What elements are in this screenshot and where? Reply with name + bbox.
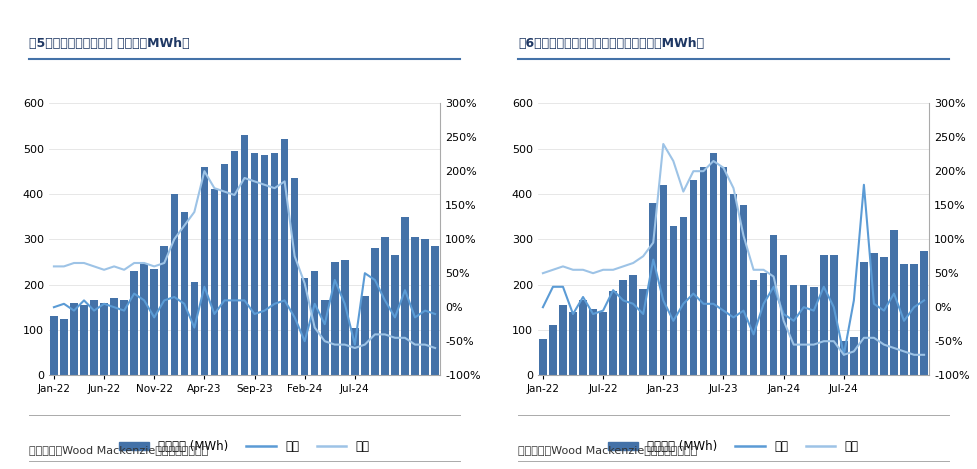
Bar bbox=[80, 305, 88, 375]
Bar bbox=[411, 237, 418, 375]
Bar bbox=[50, 316, 58, 375]
Bar bbox=[559, 305, 566, 375]
Bar bbox=[910, 264, 916, 375]
Bar bbox=[538, 339, 546, 375]
Bar bbox=[320, 301, 328, 375]
Bar bbox=[90, 301, 98, 375]
Bar bbox=[421, 239, 428, 375]
Bar bbox=[789, 285, 796, 375]
Bar bbox=[819, 255, 827, 375]
Bar bbox=[280, 139, 288, 375]
Bar bbox=[629, 275, 636, 375]
Bar bbox=[70, 303, 77, 375]
Bar bbox=[599, 312, 607, 375]
Bar bbox=[618, 280, 626, 375]
Bar bbox=[391, 255, 399, 375]
Bar bbox=[549, 325, 556, 375]
Bar bbox=[120, 301, 128, 375]
Bar bbox=[181, 212, 188, 375]
Bar bbox=[879, 257, 887, 375]
Bar bbox=[759, 273, 767, 375]
Text: 数据来源：Wood Mackenzie，东吴证券研究所: 数据来源：Wood Mackenzie，东吴证券研究所 bbox=[518, 445, 697, 454]
Bar bbox=[271, 153, 278, 375]
Bar bbox=[401, 217, 408, 375]
Bar bbox=[361, 296, 368, 375]
Bar bbox=[578, 301, 586, 375]
Bar bbox=[191, 282, 198, 375]
Legend: 新增容量 (MWh), 环比, 同比: 新增容量 (MWh), 环比, 同比 bbox=[603, 436, 863, 458]
Bar bbox=[351, 328, 359, 375]
Bar bbox=[311, 271, 319, 375]
Bar bbox=[240, 135, 248, 375]
Text: 图5：德国储能月度新增 （单位：MWh）: 图5：德国储能月度新增 （单位：MWh） bbox=[29, 37, 190, 50]
Bar bbox=[101, 303, 107, 375]
Bar bbox=[769, 234, 777, 375]
Bar bbox=[231, 151, 238, 375]
Bar bbox=[150, 269, 158, 375]
Bar bbox=[141, 264, 148, 375]
Bar bbox=[250, 153, 258, 375]
Bar bbox=[330, 262, 338, 375]
Bar bbox=[739, 205, 746, 375]
Bar bbox=[699, 166, 706, 375]
Bar bbox=[639, 289, 647, 375]
Bar bbox=[658, 185, 666, 375]
Bar bbox=[709, 153, 716, 375]
Bar bbox=[679, 217, 687, 375]
Bar bbox=[290, 178, 298, 375]
Bar bbox=[609, 291, 616, 375]
Bar bbox=[370, 248, 378, 375]
Bar bbox=[870, 253, 876, 375]
Bar bbox=[170, 194, 178, 375]
Bar bbox=[261, 155, 268, 375]
Bar bbox=[569, 312, 576, 375]
Bar bbox=[649, 203, 657, 375]
Bar bbox=[431, 246, 439, 375]
Bar bbox=[669, 226, 676, 375]
Bar bbox=[889, 230, 897, 375]
Bar bbox=[130, 271, 138, 375]
Bar bbox=[829, 255, 836, 375]
Bar bbox=[729, 194, 737, 375]
Bar bbox=[919, 250, 927, 375]
Legend: 新增容量 (MWh), 环比, 同比: 新增容量 (MWh), 环比, 同比 bbox=[114, 436, 374, 458]
Bar bbox=[110, 298, 118, 375]
Bar bbox=[689, 180, 697, 375]
Text: 图6：德国电池户用储能月度新增（单位：MWh）: 图6：德国电池户用储能月度新增（单位：MWh） bbox=[518, 37, 703, 50]
Bar bbox=[749, 280, 756, 375]
Bar bbox=[61, 318, 67, 375]
Text: 数据来源：Wood Mackenzie，东吴证券研究所: 数据来源：Wood Mackenzie，东吴证券研究所 bbox=[29, 445, 208, 454]
Bar bbox=[859, 262, 867, 375]
Bar bbox=[779, 255, 786, 375]
Bar bbox=[900, 264, 907, 375]
Bar bbox=[719, 166, 727, 375]
Bar bbox=[210, 189, 218, 375]
Bar bbox=[809, 287, 817, 375]
Bar bbox=[799, 285, 807, 375]
Bar bbox=[301, 278, 308, 375]
Bar bbox=[160, 246, 168, 375]
Bar bbox=[200, 166, 208, 375]
Bar bbox=[849, 337, 857, 375]
Bar bbox=[589, 310, 596, 375]
Bar bbox=[381, 237, 388, 375]
Bar bbox=[341, 260, 348, 375]
Bar bbox=[839, 341, 847, 375]
Bar bbox=[221, 165, 228, 375]
